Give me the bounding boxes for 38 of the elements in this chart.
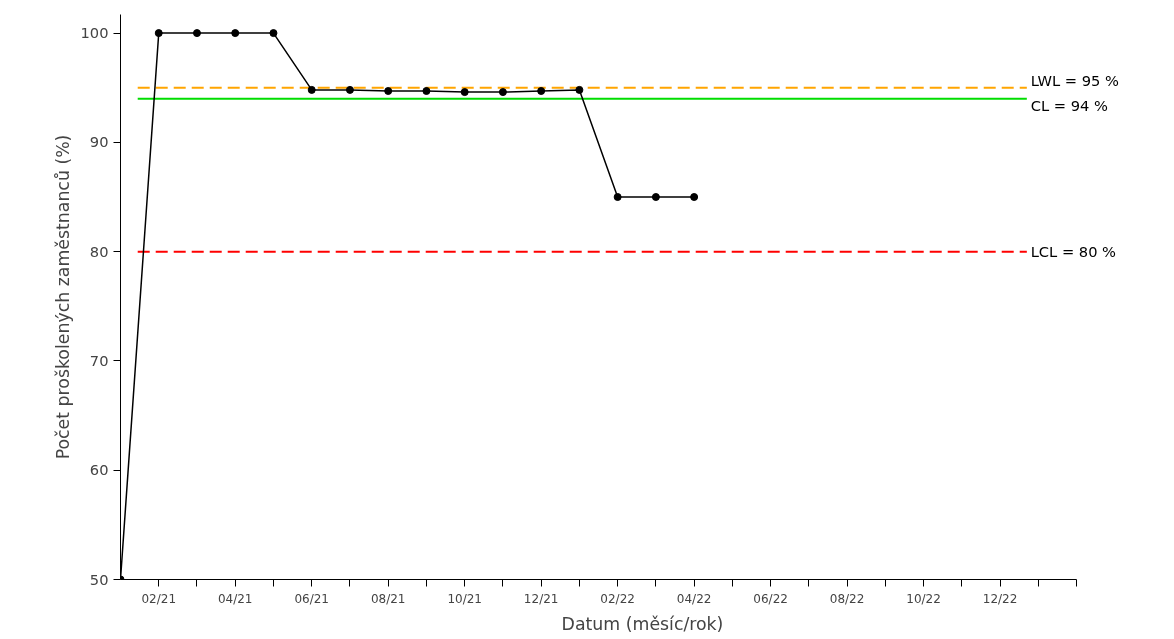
- x-tick-label: 02/22: [600, 591, 635, 606]
- x-tick-label: 10/22: [906, 591, 941, 606]
- y-tick-label: 80: [89, 242, 109, 260]
- point: [384, 87, 393, 95]
- x-tick-label: 10/21: [447, 591, 482, 606]
- point: [192, 29, 201, 38]
- point: [498, 88, 507, 97]
- y-tick-label: 60: [89, 461, 109, 479]
- point: [231, 29, 240, 38]
- point: [307, 85, 316, 94]
- x-tick-label: 04/21: [217, 591, 253, 606]
- point: [690, 193, 699, 201]
- y-tick-label: 90: [89, 133, 109, 151]
- point: [154, 29, 163, 38]
- y-tick-label: 100: [80, 24, 109, 42]
- y-tick-label: 70: [89, 351, 109, 369]
- x-tick-label: 08/21: [370, 591, 406, 606]
- x-axis-title: Datum (měsíc/rok): [561, 613, 724, 634]
- x-tick-label: 06/21: [294, 591, 330, 606]
- x-tick-label: 04/22: [676, 591, 712, 606]
- x-tick-label: 08/22: [829, 591, 865, 606]
- point: [613, 193, 622, 201]
- ref-line-label: LWL = 95 %: [1030, 72, 1120, 90]
- point: [575, 85, 584, 94]
- ref-line-label: CL = 94 %: [1030, 97, 1108, 115]
- point: [537, 87, 546, 95]
- ref-line-label: LCL = 80 %: [1030, 243, 1117, 261]
- point: [345, 85, 354, 94]
- y-axis-title: Počet proškolených zaměstnanců (%): [52, 134, 73, 460]
- x-tick-label: 06/22: [753, 591, 788, 606]
- point: [422, 87, 431, 95]
- point: [651, 193, 660, 201]
- x-tick-label: 12/22: [982, 591, 1018, 606]
- y-tick-label: 50: [89, 570, 109, 588]
- point: [460, 88, 469, 97]
- point: [269, 29, 278, 38]
- x-tick-label: 12/21: [523, 591, 559, 606]
- x-tick-label: 02/21: [141, 591, 177, 606]
